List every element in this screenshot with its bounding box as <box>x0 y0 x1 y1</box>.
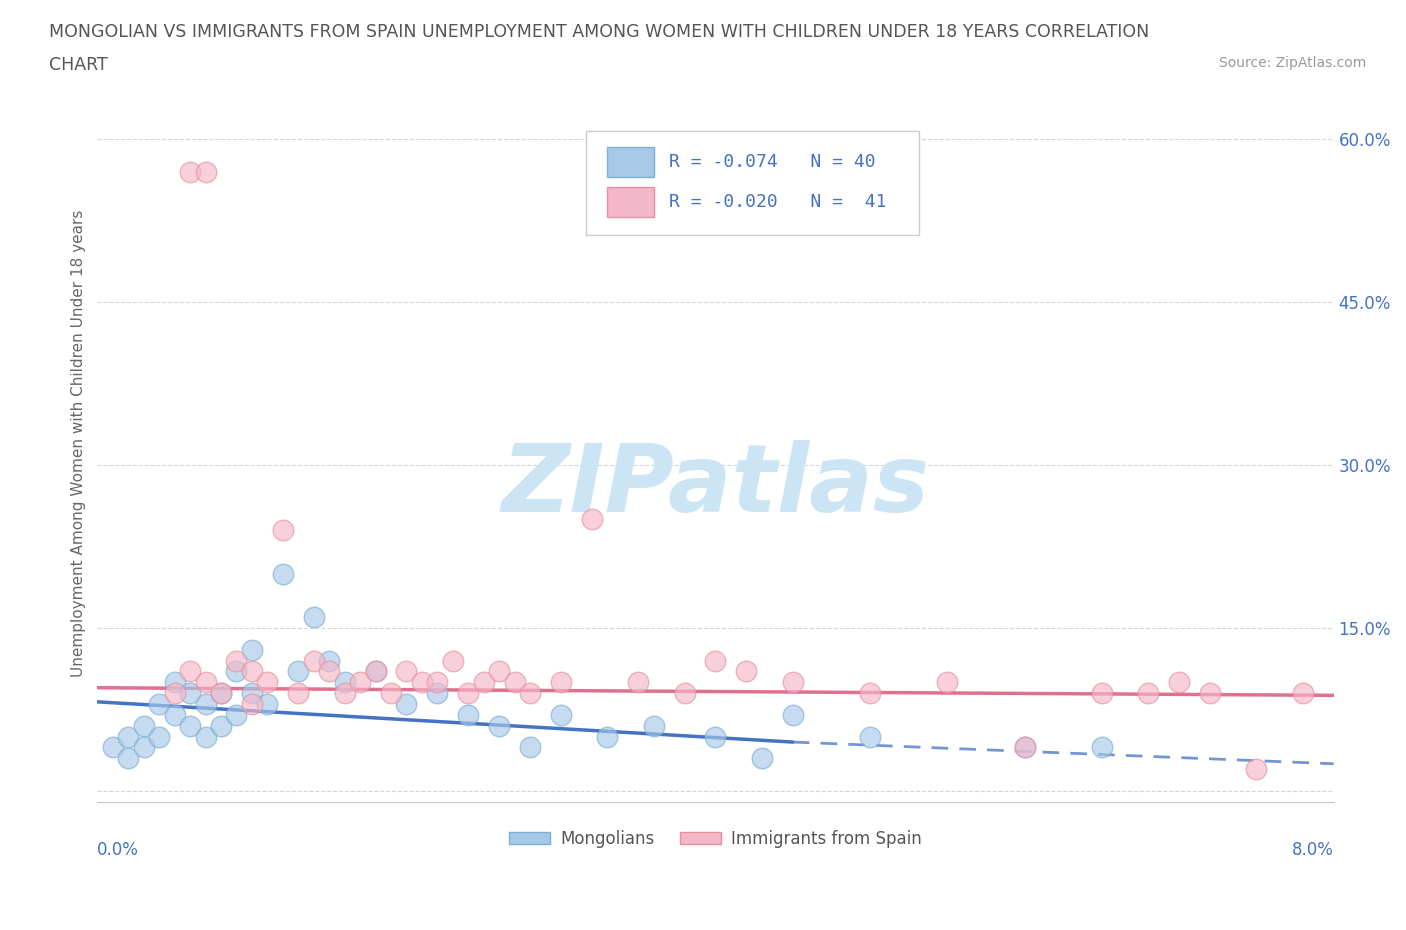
Y-axis label: Unemployment Among Women with Children Under 18 years: Unemployment Among Women with Children U… <box>72 209 86 677</box>
Bar <box>607 187 654 217</box>
Point <box>163 675 186 690</box>
Point <box>426 675 449 690</box>
Point <box>395 664 418 679</box>
Point <box>1292 685 1315 700</box>
Point <box>1199 685 1222 700</box>
Text: ZIPatlas: ZIPatlas <box>502 440 929 532</box>
Point <box>441 653 464 668</box>
Point <box>240 685 263 700</box>
Point <box>364 664 387 679</box>
Bar <box>607 147 654 178</box>
Point <box>457 685 479 700</box>
Point <box>163 708 186 723</box>
Text: MONGOLIAN VS IMMIGRANTS FROM SPAIN UNEMPLOYMENT AMONG WOMEN WITH CHILDREN UNDER : MONGOLIAN VS IMMIGRANTS FROM SPAIN UNEMP… <box>49 23 1150 41</box>
Point <box>519 685 541 700</box>
Point <box>364 664 387 679</box>
Point <box>302 653 325 668</box>
Point <box>704 729 727 744</box>
Point <box>503 675 526 690</box>
Point <box>163 685 186 700</box>
Point <box>225 664 247 679</box>
Point <box>256 675 278 690</box>
Point <box>225 708 247 723</box>
Text: 8.0%: 8.0% <box>1292 842 1334 859</box>
Point <box>859 685 882 700</box>
Point <box>101 740 124 755</box>
Point <box>704 653 727 668</box>
Text: R = -0.074   N = 40: R = -0.074 N = 40 <box>668 153 875 171</box>
Point <box>271 566 294 581</box>
Point <box>581 512 603 526</box>
Point <box>117 729 139 744</box>
Point <box>148 697 170 711</box>
Point <box>333 685 356 700</box>
Point <box>411 675 433 690</box>
Point <box>148 729 170 744</box>
Point <box>209 718 232 733</box>
Point <box>318 653 340 668</box>
Point <box>550 708 572 723</box>
Point <box>673 685 696 700</box>
Point <box>472 675 495 690</box>
Text: CHART: CHART <box>49 56 108 73</box>
Point <box>333 675 356 690</box>
Point <box>179 718 201 733</box>
Point <box>302 610 325 625</box>
Point <box>380 685 402 700</box>
Point <box>457 708 479 723</box>
Point <box>132 718 155 733</box>
Text: Source: ZipAtlas.com: Source: ZipAtlas.com <box>1219 56 1367 70</box>
Point <box>132 740 155 755</box>
Point <box>1014 740 1036 755</box>
Point <box>936 675 959 690</box>
Point <box>240 697 263 711</box>
Point <box>426 685 449 700</box>
Point <box>782 675 804 690</box>
Point <box>519 740 541 755</box>
Point <box>643 718 665 733</box>
Point <box>488 718 510 733</box>
Point <box>318 664 340 679</box>
Point <box>395 697 418 711</box>
Point <box>1091 685 1114 700</box>
Point <box>179 685 201 700</box>
Point <box>1246 762 1268 777</box>
FancyBboxPatch shape <box>586 131 920 235</box>
Text: R = -0.020   N =  41: R = -0.020 N = 41 <box>668 193 886 210</box>
Point <box>782 708 804 723</box>
Point <box>179 664 201 679</box>
Point <box>1137 685 1160 700</box>
Point <box>209 685 232 700</box>
Point <box>194 697 217 711</box>
Point <box>225 653 247 668</box>
Point <box>550 675 572 690</box>
Point <box>349 675 371 690</box>
Point <box>627 675 650 690</box>
Point <box>735 664 758 679</box>
Point <box>287 664 309 679</box>
Point <box>194 729 217 744</box>
Point <box>240 664 263 679</box>
Point <box>859 729 882 744</box>
Point <box>256 697 278 711</box>
Point <box>117 751 139 765</box>
Point <box>179 165 201 179</box>
Text: 0.0%: 0.0% <box>97 842 139 859</box>
Point <box>596 729 619 744</box>
Legend: Mongolians, Immigrants from Spain: Mongolians, Immigrants from Spain <box>502 823 929 855</box>
Point <box>1014 740 1036 755</box>
Point <box>1168 675 1191 690</box>
Point <box>287 685 309 700</box>
Point <box>240 643 263 658</box>
Point <box>271 523 294 538</box>
Point <box>194 675 217 690</box>
Point <box>751 751 773 765</box>
Point <box>488 664 510 679</box>
Point <box>1091 740 1114 755</box>
Point <box>209 685 232 700</box>
Point <box>194 165 217 179</box>
